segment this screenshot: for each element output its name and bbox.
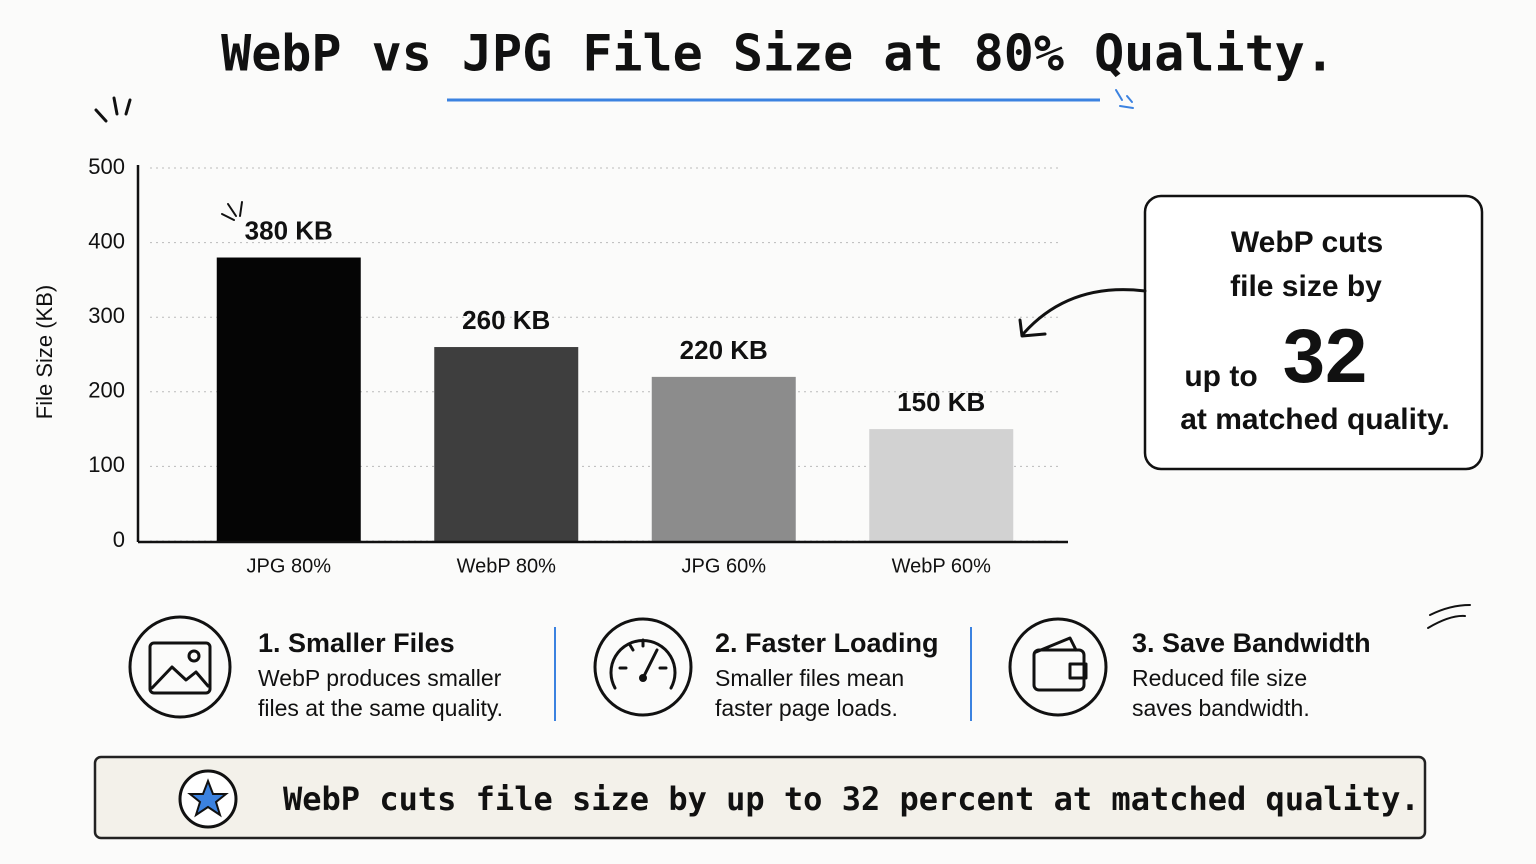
callout-number: 32 xyxy=(1283,314,1368,399)
feature-title: 1. Smaller Files xyxy=(258,628,455,658)
feature-text: saves bandwidth. xyxy=(1132,695,1310,721)
feature-text: Reduced file size xyxy=(1132,665,1307,691)
value-label: 260 KB xyxy=(462,305,550,335)
x-tick-label: WebP 60% xyxy=(892,555,992,577)
x-tick-label: JPG 80% xyxy=(247,555,332,577)
callout-arrow xyxy=(1018,288,1147,338)
bar xyxy=(434,347,579,541)
y-tick-label: 300 xyxy=(88,303,125,328)
feature-title: 2. Faster Loading xyxy=(715,628,939,658)
x-tick-label: WebP 80% xyxy=(457,555,557,577)
callout-text: at matched quality. xyxy=(1180,403,1450,436)
y-tick-label: 100 xyxy=(88,452,125,477)
callout-text: file size by xyxy=(1230,270,1382,303)
feature-text: files at the same quality. xyxy=(258,695,503,721)
bar xyxy=(651,376,796,541)
y-axis-label: File Size (KB) xyxy=(32,285,57,419)
y-tick-label: 400 xyxy=(88,228,125,253)
value-label: 150 KB xyxy=(897,387,985,417)
callout-box xyxy=(1143,194,1484,471)
bar xyxy=(216,257,361,541)
star xyxy=(187,778,229,818)
value-label: 380 KB xyxy=(245,215,333,245)
banner-text: WebP cuts file size by up to 32 percent … xyxy=(283,780,1420,818)
feature-title: 3. Save Bandwidth xyxy=(1132,628,1371,658)
feature-text: faster page loads. xyxy=(715,695,898,721)
bar xyxy=(869,429,1014,541)
callout-text: up to xyxy=(1184,360,1257,393)
y-tick-label: 0 xyxy=(113,527,125,552)
y-tick-label: 500 xyxy=(88,154,125,179)
feature-text: Smaller files mean xyxy=(715,665,904,691)
banner xyxy=(93,755,1427,840)
feature-text: WebP produces smaller xyxy=(258,665,502,691)
feature-icons xyxy=(128,615,1108,719)
chart-title: WebP vs JPG File Size at 80% Quality. xyxy=(221,25,1335,83)
value-label: 220 KB xyxy=(680,335,768,365)
callout-text: WebP cuts xyxy=(1231,226,1383,259)
y-tick-label: 200 xyxy=(88,378,125,403)
x-tick-label: JPG 60% xyxy=(682,555,767,577)
